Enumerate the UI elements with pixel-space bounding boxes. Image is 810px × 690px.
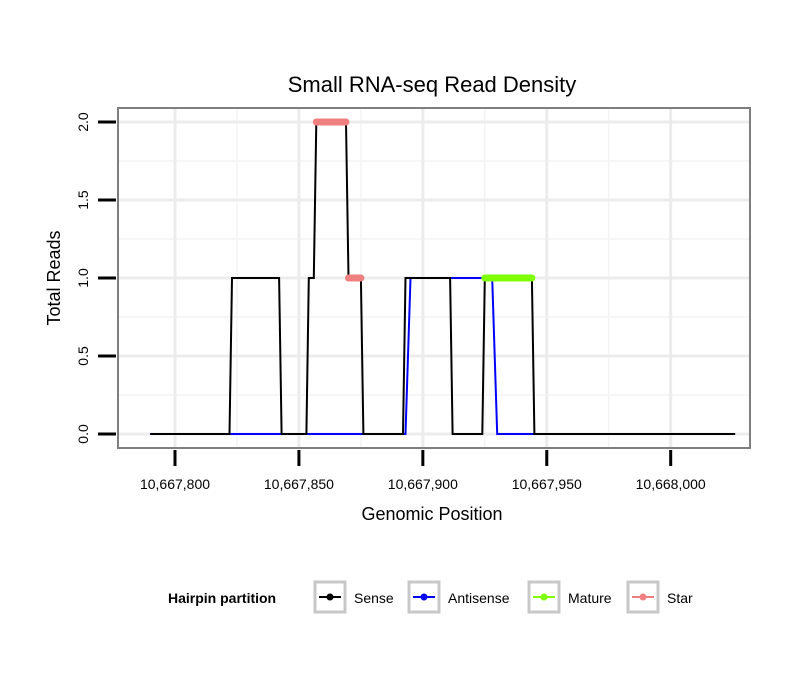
- legend-label-mature: Mature: [568, 590, 612, 606]
- legend-label-antisense: Antisense: [448, 590, 510, 606]
- x-tick-label: 10,667,900: [388, 476, 458, 492]
- legend-key-point: [420, 593, 428, 601]
- plot-border: [117, 107, 751, 449]
- y-tick-label: 0.0: [75, 424, 91, 444]
- legend-key-point: [540, 593, 548, 601]
- x-axis-ticks: 10,667,800 10,667,850 10,667,900 10,667,950…: [140, 450, 706, 492]
- y-axis-title: Total Reads: [44, 230, 64, 325]
- chart-title: Small RNA-seq Read Density: [288, 72, 577, 97]
- y-axis-ticks: 0.0 0.5 1.0 1.5 2.0: [75, 112, 116, 444]
- y-tick-label: 2.0: [75, 112, 91, 132]
- legend: Hairpin partition Sense Antisense Mature St…: [168, 580, 693, 614]
- x-tick-label: 10,667,850: [264, 476, 334, 492]
- x-axis-title: Genomic Position: [361, 504, 502, 524]
- legend-label-sense: Sense: [354, 590, 394, 606]
- series-layer: [150, 118, 736, 435]
- legend-key-point: [326, 593, 334, 601]
- x-tick-label: 10,668,000: [636, 476, 706, 492]
- legend-label-star: Star: [667, 590, 693, 606]
- y-tick-label: 1.5: [75, 190, 91, 210]
- y-tick-label: 0.5: [75, 346, 91, 366]
- x-tick-label: 10,667,950: [512, 476, 582, 492]
- legend-key-point: [639, 593, 647, 601]
- y-tick-label: 1.0: [75, 268, 91, 288]
- legend-title: Hairpin partition: [168, 590, 276, 606]
- x-tick-label: 10,667,800: [140, 476, 210, 492]
